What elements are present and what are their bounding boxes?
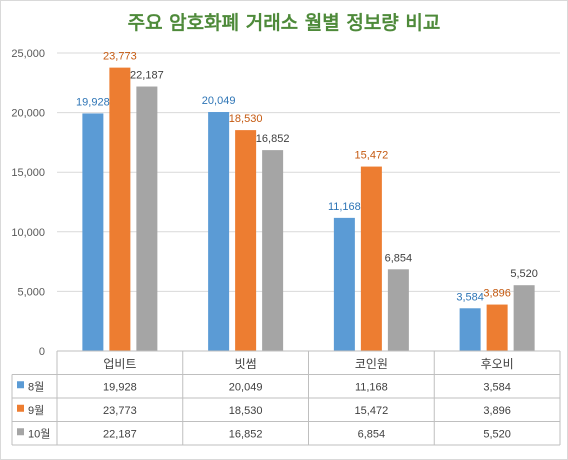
chart-title: 주요 암호화폐 거래소 월별 정보량 비교 (127, 12, 441, 34)
table-cell: 5,520 (483, 428, 511, 440)
data-label: 18,530 (229, 113, 263, 125)
table-cell: 23,773 (103, 405, 137, 417)
x-category-label: 코인원 (355, 357, 388, 371)
data-label: 19,928 (76, 96, 110, 108)
bar (262, 150, 284, 351)
bar (360, 166, 382, 351)
bar (486, 304, 508, 351)
table-cell: 19,928 (103, 381, 137, 393)
legend-swatch (17, 428, 24, 436)
data-label: 16,852 (256, 133, 290, 145)
data-label: 22,187 (130, 70, 164, 82)
bar (387, 269, 409, 351)
data-label: 6,854 (385, 252, 413, 264)
table-cell: 20,049 (229, 381, 263, 393)
legend-label: 8월 (28, 380, 44, 393)
table-cell: 6,854 (358, 428, 386, 440)
bar (235, 130, 257, 351)
table-cell: 16,852 (229, 428, 263, 440)
data-label: 11,168 (328, 201, 361, 213)
data-label: 5,520 (510, 268, 538, 280)
table-cell: 18,530 (229, 405, 263, 417)
bar (109, 67, 131, 351)
table-cell: 3,896 (483, 405, 511, 417)
y-tick-label: 5,000 (17, 286, 45, 298)
x-category-label: 후오비 (481, 357, 514, 371)
table-cell: 3,584 (483, 381, 511, 393)
x-category-label: 업비트 (103, 357, 136, 371)
y-tick-label: 20,000 (11, 108, 45, 120)
table-cell: 15,472 (355, 405, 389, 417)
table-cell: 22,187 (103, 428, 137, 440)
table-cell: 11,168 (355, 381, 388, 393)
data-label: 15,472 (355, 150, 389, 162)
data-label: 3,584 (456, 291, 484, 303)
bar (513, 285, 535, 351)
bar (459, 308, 481, 351)
legend-label: 9월 (28, 404, 44, 417)
y-tick-label: 25,000 (11, 48, 45, 60)
legend-swatch (17, 381, 24, 389)
bar (136, 86, 158, 352)
x-category-label: 빗썸 (235, 357, 257, 371)
legend-label: 10월 (28, 427, 50, 440)
bar (208, 112, 230, 351)
bar (82, 113, 104, 351)
y-tick-label: 10,000 (11, 227, 45, 239)
y-tick-label: 15,000 (11, 167, 45, 179)
data-label: 3,896 (483, 288, 511, 300)
data-label: 23,773 (103, 51, 137, 63)
y-tick-label: 0 (39, 346, 45, 358)
data-label: 20,049 (202, 95, 236, 107)
legend-swatch (17, 404, 24, 412)
bar (333, 217, 355, 351)
